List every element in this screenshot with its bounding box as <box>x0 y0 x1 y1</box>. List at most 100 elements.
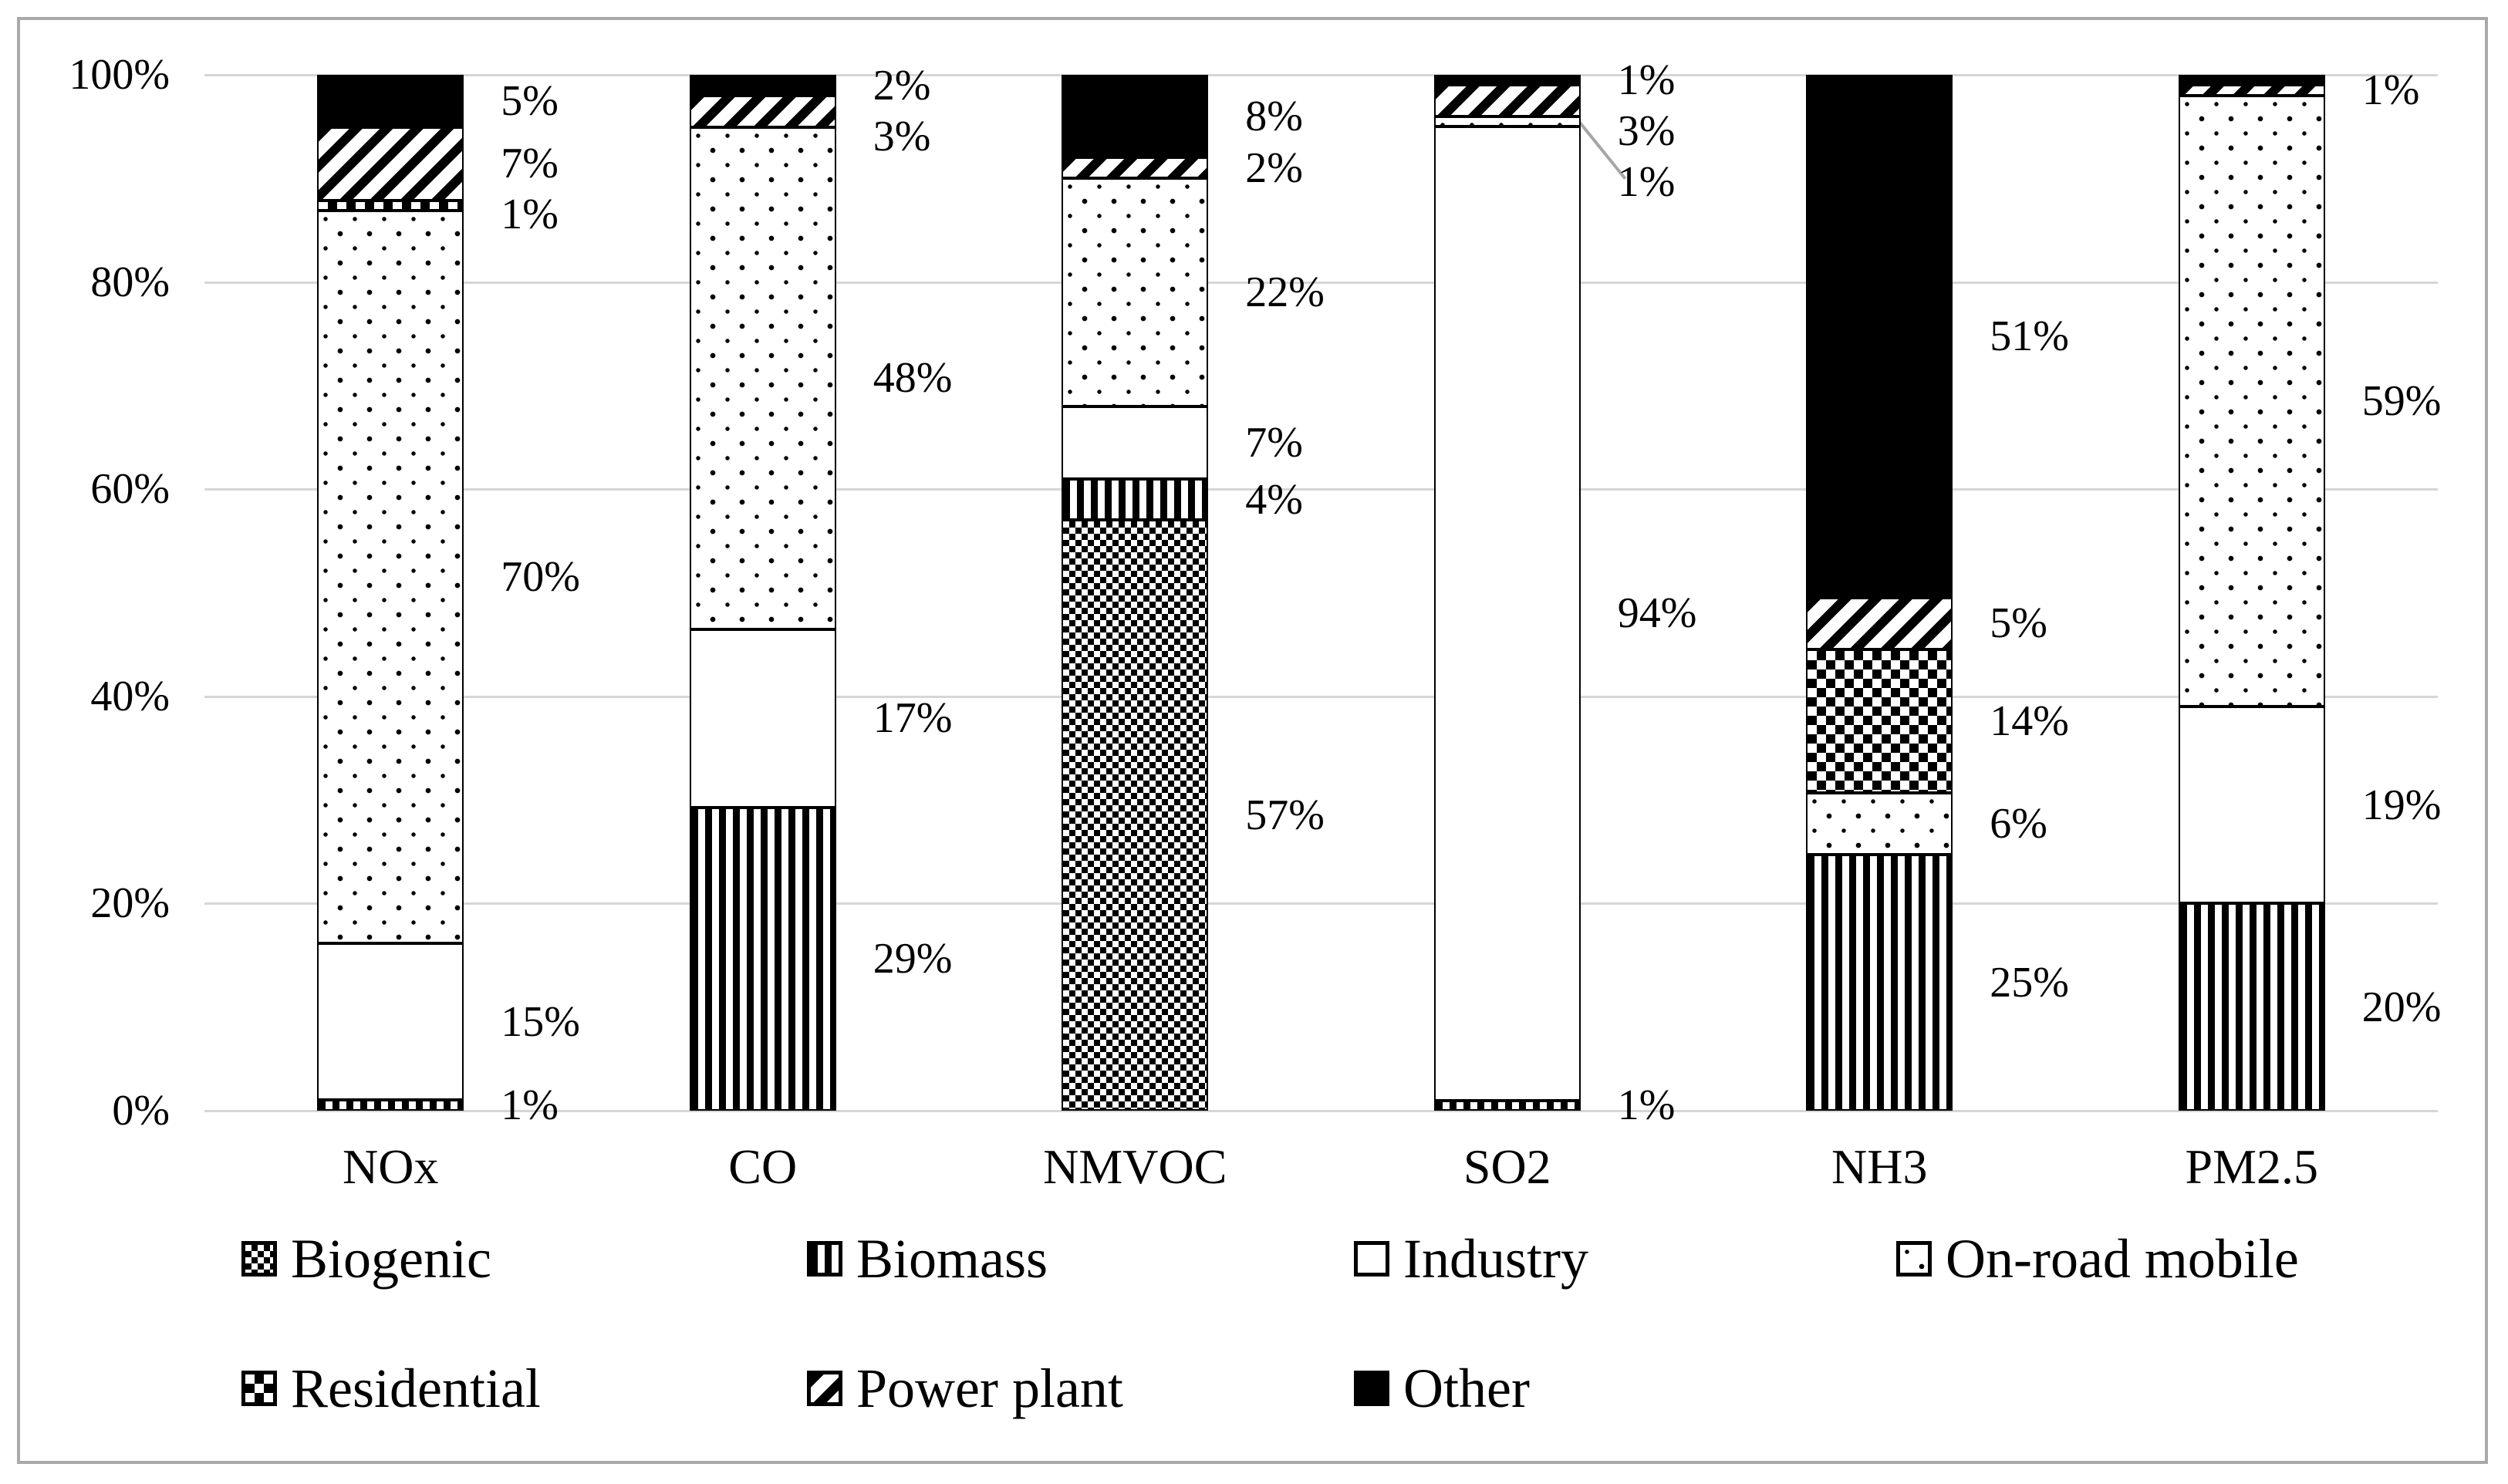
bar-segment-NMVOC-other <box>1062 75 1209 158</box>
bar-segment-NMVOC-biogenic <box>1062 520 1209 1111</box>
bar-segment-PM2.5-power-plant <box>2178 85 2325 96</box>
data-label-CO-other: 2% <box>873 61 931 110</box>
bar-segment-NH3-on-road-mobile <box>1806 792 1953 855</box>
bar-segment-NMVOC-power-plant <box>1062 157 1209 179</box>
data-label-NMVOC-power-plant: 2% <box>1245 143 1303 192</box>
legend-label: Power plant <box>856 1358 1123 1419</box>
data-label-SO2-other: 1% <box>1617 56 1676 104</box>
bar-segment-NOx-biomass <box>317 1100 464 1111</box>
bar-segment-NOx-industry <box>317 943 464 1101</box>
legend-label: Other <box>1403 1358 1530 1419</box>
data-label-NH3-on-road-mobile: 6% <box>1990 799 2047 848</box>
bar-segment-NOx-power-plant <box>317 126 464 201</box>
legend-item-industry: Industry <box>1354 1228 1588 1290</box>
data-label-NMVOC-on-road-mobile: 22% <box>1245 268 1325 317</box>
data-label-PM2.5-on-road-mobile: 59% <box>2361 377 2442 426</box>
legend-item-other: Other <box>1354 1358 1530 1419</box>
y-axis-tick-label: 100% <box>69 51 170 99</box>
data-label-NMVOC-other: 8% <box>1245 92 1303 140</box>
legend-label: Residential <box>291 1358 541 1419</box>
data-label-SO2-biomass: 1% <box>1617 1081 1676 1130</box>
gridline-60% <box>204 488 2438 491</box>
bar-segment-SO2-other <box>1433 75 1581 86</box>
bar-segment-CO-power-plant <box>689 96 836 127</box>
bar-segment-NMVOC-on-road-mobile <box>1062 178 1209 406</box>
data-label-NH3-power-plant: 5% <box>1990 599 2047 648</box>
data-label-NOx-on-road-mobile: 70% <box>501 553 580 602</box>
data-label-NH3-biomass: 25% <box>1990 958 2069 1007</box>
data-label-PM2.5-industry: 19% <box>2361 781 2442 829</box>
sparse-dots-pattern-swatch-icon <box>1896 1241 1932 1277</box>
y-axis-tick-label: 80% <box>90 258 170 306</box>
y-axis-tick-label: 0% <box>112 1087 170 1135</box>
y-axis-tick-label: 20% <box>90 879 170 928</box>
bar-segment-PM2.5-on-road-mobile <box>2178 95 2325 707</box>
legend-label: Biogenic <box>291 1228 491 1290</box>
data-label-CO-industry: 17% <box>873 694 953 743</box>
bar-segment-SO2-power-plant <box>1433 85 1581 116</box>
diagonal-stripes-pattern-swatch-icon <box>807 1371 842 1406</box>
bar-segment-PM2.5-industry <box>2178 707 2325 904</box>
bar-segment-CO-other <box>689 75 836 96</box>
data-label-NOx-power-plant: 7% <box>501 140 559 188</box>
data-label-NOx-residential: 1% <box>501 191 559 239</box>
legend-label: On-road mobile <box>1946 1228 2299 1290</box>
data-label-NOx-biomass: 1% <box>501 1081 559 1130</box>
x-axis-label-NH3: NH3 <box>1831 1139 1928 1194</box>
dense-checker-pattern-swatch-icon <box>241 1241 277 1277</box>
legend-label: Industry <box>1403 1228 1588 1290</box>
bar-segment-SO2-on-road-mobile <box>1433 116 1581 127</box>
x-axis-label-PM2.5: PM2.5 <box>2185 1139 2319 1194</box>
solid-black-pattern-swatch-icon <box>1354 1371 1389 1406</box>
x-axis-label-NOx: NOx <box>343 1139 439 1194</box>
bar-segment-SO2-industry <box>1433 126 1581 1101</box>
data-label-CO-on-road-mobile: 48% <box>873 354 953 403</box>
gridline-0% <box>204 1110 2438 1112</box>
bar-segment-NH3-power-plant <box>1806 598 1953 649</box>
legend-label: Biomass <box>856 1228 1048 1290</box>
data-label-PM2.5-power-plant: 1% <box>2361 66 2420 115</box>
gridline-20% <box>204 902 2438 906</box>
data-label-NOx-industry: 15% <box>501 997 580 1046</box>
data-label-NMVOC-biomass: 4% <box>1245 475 1303 524</box>
vertical-stripes-pattern-swatch-icon <box>807 1241 842 1277</box>
bar-segment-CO-industry <box>689 629 836 808</box>
data-label-PM2.5-biomass: 20% <box>2361 983 2442 1031</box>
chart-outer-frame <box>17 17 2488 1464</box>
bar-segment-CO-biomass <box>689 807 836 1111</box>
data-label-SO2-power-plant: 3% <box>1617 106 1676 155</box>
data-label-SO2-on-road-mobile: 1% <box>1617 157 1676 206</box>
data-label-SO2-industry: 94% <box>1617 589 1697 638</box>
checkerboard-pattern-swatch-icon <box>241 1371 277 1406</box>
bar-segment-NH3-residential <box>1806 649 1953 793</box>
x-axis-label-SO2: SO2 <box>1463 1139 1551 1194</box>
bar-segment-CO-on-road-mobile <box>689 126 836 629</box>
bar-segment-NMVOC-industry <box>1062 406 1209 479</box>
x-axis-label-CO: CO <box>728 1139 798 1194</box>
legend-item-power-plant: Power plant <box>807 1358 1123 1419</box>
legend-item-biomass: Biomass <box>807 1228 1048 1290</box>
data-label-NMVOC-industry: 7% <box>1245 418 1303 467</box>
y-axis-tick-label: 40% <box>90 672 170 720</box>
data-label-CO-biomass: 29% <box>873 935 953 983</box>
gridline-80% <box>204 281 2438 284</box>
bar-segment-PM2.5-other <box>2178 75 2325 86</box>
y-axis-tick-label: 60% <box>90 465 170 514</box>
bar-segment-NH3-other <box>1806 75 1953 599</box>
legend-item-on-road-mobile: On-road mobile <box>1896 1228 2299 1290</box>
bar-segment-PM2.5-biomass <box>2178 903 2325 1111</box>
bar-segment-NMVOC-biomass <box>1062 478 1209 521</box>
data-label-NOx-other: 5% <box>501 76 559 125</box>
data-label-NMVOC-biogenic: 57% <box>1245 791 1325 840</box>
bar-segment-SO2-biomass <box>1433 1100 1581 1111</box>
plain-white-pattern-swatch-icon <box>1354 1241 1389 1277</box>
gridline-40% <box>204 695 2438 698</box>
legend-item-residential: Residential <box>241 1358 541 1419</box>
bar-segment-NOx-other <box>317 75 464 127</box>
data-label-NH3-residential: 14% <box>1990 696 2069 745</box>
bar-segment-NOx-residential <box>317 200 464 211</box>
data-label-CO-power-plant: 3% <box>873 112 931 160</box>
data-label-NH3-other: 51% <box>1990 312 2069 361</box>
legend-item-biogenic: Biogenic <box>241 1228 491 1290</box>
